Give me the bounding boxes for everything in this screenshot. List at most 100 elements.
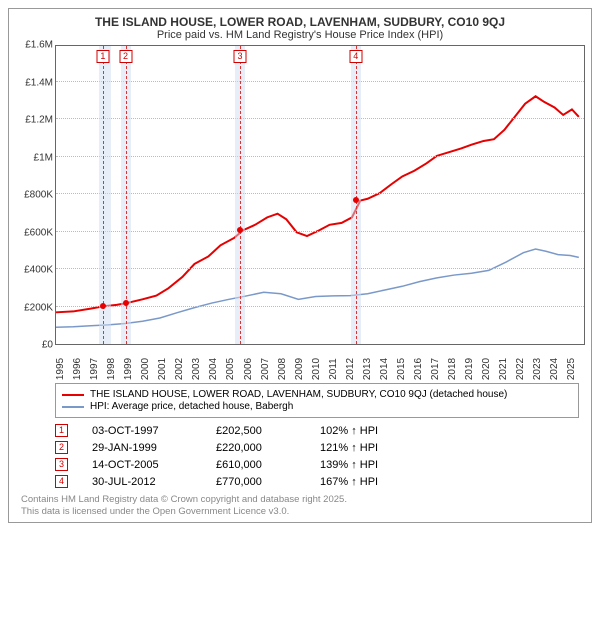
sale-row: 3 14-OCT-2005 £610,000 139% ↑ HPI bbox=[55, 458, 579, 471]
x-tick-label: 2000 bbox=[140, 358, 151, 380]
footer-line: Contains HM Land Registry data © Crown c… bbox=[21, 494, 579, 506]
x-tick-label: 2022 bbox=[515, 358, 526, 380]
legend-row: THE ISLAND HOUSE, LOWER ROAD, LAVENHAM, … bbox=[62, 389, 572, 400]
x-tick-label: 2020 bbox=[481, 358, 492, 380]
sale-index: 1 bbox=[55, 424, 68, 437]
x-tick-label: 2007 bbox=[260, 358, 271, 380]
series-line bbox=[56, 96, 579, 312]
x-tick-label: 2017 bbox=[430, 358, 441, 380]
x-tick-label: 2009 bbox=[294, 358, 305, 380]
sale-pct: 102% ↑ HPI bbox=[320, 425, 420, 437]
chart-title: THE ISLAND HOUSE, LOWER ROAD, LAVENHAM, … bbox=[15, 15, 585, 29]
sale-index: 2 bbox=[55, 441, 68, 454]
sale-point bbox=[353, 197, 359, 203]
sale-pct: 167% ↑ HPI bbox=[320, 476, 420, 488]
series-line bbox=[56, 249, 579, 327]
x-tick-label: 2006 bbox=[243, 358, 254, 380]
sale-point bbox=[123, 300, 129, 306]
sale-point bbox=[100, 303, 106, 309]
plot-row: £0£200K£400K£600K£800K£1M£1.2M£1.4M£1.6M… bbox=[15, 45, 585, 345]
y-tick-label: £1M bbox=[34, 152, 53, 163]
legend-label: THE ISLAND HOUSE, LOWER ROAD, LAVENHAM, … bbox=[90, 389, 507, 400]
sale-vline bbox=[103, 46, 104, 344]
x-tick-label: 2012 bbox=[345, 358, 356, 380]
sale-marker-label: 1 bbox=[96, 50, 109, 63]
plot-area: 12 3 4 bbox=[55, 45, 585, 345]
sale-index: 4 bbox=[55, 475, 68, 488]
line-series-svg bbox=[56, 46, 584, 344]
sales-table: 1 03-OCT-1997 £202,500 102% ↑ HPI 2 29-JAN-19… bbox=[55, 424, 579, 488]
y-tick-label: £200K bbox=[24, 302, 53, 313]
y-tick-label: £1.4M bbox=[25, 77, 53, 88]
sale-point bbox=[237, 227, 243, 233]
sale-price: £220,000 bbox=[216, 442, 296, 454]
x-axis: 1995 1996 1997 1998 1999 2000 2001 2002 2003 2004… bbox=[55, 345, 575, 377]
x-tick-label: 2016 bbox=[413, 358, 424, 380]
x-tick-label: 2019 bbox=[464, 358, 475, 380]
x-tick-label: 2013 bbox=[362, 358, 373, 380]
gridline-h bbox=[56, 118, 584, 119]
x-tick-label: 2003 bbox=[191, 358, 202, 380]
footer-line: This data is licensed under the Open Gov… bbox=[21, 506, 579, 518]
x-tick-label: 1995 bbox=[55, 358, 66, 380]
x-tick-label: 2024 bbox=[549, 358, 560, 380]
x-tick-label: 1998 bbox=[106, 358, 117, 380]
sale-vline bbox=[240, 46, 241, 344]
gridline-h bbox=[56, 81, 584, 82]
x-tick-label: 2018 bbox=[447, 358, 458, 380]
x-tick-label: 1999 bbox=[123, 358, 134, 380]
x-tick-label: 2021 bbox=[498, 358, 509, 380]
sale-pct: 121% ↑ HPI bbox=[320, 442, 420, 454]
x-tick-label: 2011 bbox=[328, 358, 339, 380]
chart-container: THE ISLAND HOUSE, LOWER ROAD, LAVENHAM, … bbox=[8, 8, 592, 523]
sale-date: 03-OCT-1997 bbox=[92, 425, 192, 437]
sale-vline bbox=[356, 46, 357, 344]
x-tick-label: 2001 bbox=[157, 358, 168, 380]
gridline-h bbox=[56, 156, 584, 157]
y-axis: £0£200K£400K£600K£800K£1M£1.2M£1.4M£1.6M bbox=[15, 45, 55, 345]
gridline-h bbox=[56, 231, 584, 232]
legend-label: HPI: Average price, detached house, Babe… bbox=[90, 401, 293, 412]
x-tick-label: 2025 bbox=[566, 358, 577, 380]
y-tick-label: £0 bbox=[42, 340, 53, 351]
sale-band bbox=[99, 46, 111, 344]
x-tick-label: 1997 bbox=[89, 358, 100, 380]
legend-row: HPI: Average price, detached house, Babe… bbox=[62, 401, 572, 412]
sale-price: £610,000 bbox=[216, 459, 296, 471]
y-tick-label: £400K bbox=[24, 265, 53, 276]
sale-pct: 139% ↑ HPI bbox=[320, 459, 420, 471]
x-tick-label: 2010 bbox=[311, 358, 322, 380]
x-tick-label: 2023 bbox=[532, 358, 543, 380]
gridline-h bbox=[56, 306, 584, 307]
chart-subtitle: Price paid vs. HM Land Registry's House … bbox=[15, 29, 585, 41]
x-tick-label: 2004 bbox=[208, 358, 219, 380]
y-tick-label: £600K bbox=[24, 227, 53, 238]
sale-index: 3 bbox=[55, 458, 68, 471]
sale-row: 4 30-JUL-2012 £770,000 167% ↑ HPI bbox=[55, 475, 579, 488]
x-tick-label: 1996 bbox=[72, 358, 83, 380]
sale-date: 14-OCT-2005 bbox=[92, 459, 192, 471]
sale-row: 2 29-JAN-1999 £220,000 121% ↑ HPI bbox=[55, 441, 579, 454]
legend-swatch bbox=[62, 394, 84, 396]
sale-marker-label: 2 bbox=[119, 50, 132, 63]
x-tick-label: 2014 bbox=[379, 358, 390, 380]
sale-marker-label: 3 bbox=[233, 50, 246, 63]
sale-date: 30-JUL-2012 bbox=[92, 476, 192, 488]
legend: THE ISLAND HOUSE, LOWER ROAD, LAVENHAM, … bbox=[55, 383, 579, 418]
y-tick-label: £1.2M bbox=[25, 115, 53, 126]
legend-swatch bbox=[62, 406, 84, 408]
x-tick-label: 2015 bbox=[396, 358, 407, 380]
sale-price: £770,000 bbox=[216, 476, 296, 488]
gridline-h bbox=[56, 193, 584, 194]
y-tick-label: £1.6M bbox=[25, 40, 53, 51]
sale-marker-label: 4 bbox=[349, 50, 362, 63]
x-tick-label: 2005 bbox=[225, 358, 236, 380]
gridline-h bbox=[56, 268, 584, 269]
y-tick-label: £800K bbox=[24, 190, 53, 201]
sale-price: £202,500 bbox=[216, 425, 296, 437]
footer-attribution: Contains HM Land Registry data © Crown c… bbox=[21, 494, 579, 518]
sale-date: 29-JAN-1999 bbox=[92, 442, 192, 454]
x-tick-label: 2008 bbox=[277, 358, 288, 380]
sale-row: 1 03-OCT-1997 £202,500 102% ↑ HPI bbox=[55, 424, 579, 437]
x-tick-label: 2002 bbox=[174, 358, 185, 380]
